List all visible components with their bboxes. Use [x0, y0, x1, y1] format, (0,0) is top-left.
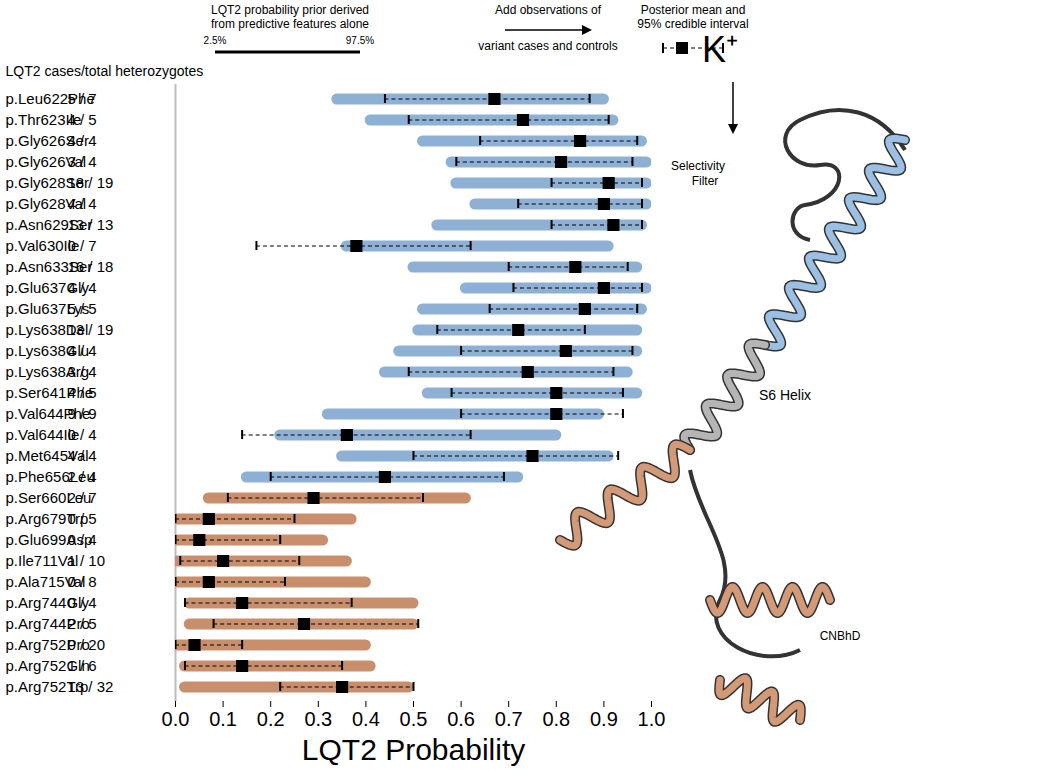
svg-text:1 / 6: 1 / 6: [68, 657, 97, 674]
svg-text:2 / 5: 2 / 5: [68, 615, 97, 632]
svg-text:p.Gly628Val: p.Gly628Val: [5, 194, 87, 212]
svg-text:p.Ser660Leu: p.Ser660Leu: [5, 488, 92, 506]
svg-text:p.Arg752Gln: p.Arg752Gln: [5, 656, 90, 674]
svg-text:0.1: 0.1: [209, 708, 237, 730]
svg-text:p.Leu622Phe: p.Leu622Phe: [5, 89, 95, 107]
svg-text:p.Val644Phe: p.Val644Phe: [5, 404, 91, 422]
svg-text:S6 Helix: S6 Helix: [759, 387, 811, 403]
svg-text:1.0: 1.0: [638, 708, 666, 730]
svg-text:0.3: 0.3: [304, 708, 332, 730]
svg-text:97.5%: 97.5%: [346, 35, 374, 46]
svg-text:LQT2 cases/total heterozygotes: LQT2 cases/total heterozygotes: [6, 63, 204, 79]
svg-text:variant cases and controls: variant cases and controls: [478, 39, 617, 53]
svg-text:p.Phe656Leu: p.Phe656Leu: [5, 467, 95, 485]
svg-text:9 / 9: 9 / 9: [68, 405, 97, 422]
svg-text:p.Asn629Ser: p.Asn629Ser: [5, 215, 93, 233]
svg-text:13 / 19: 13 / 19: [68, 321, 114, 338]
svg-text:2 / 4: 2 / 4: [68, 468, 97, 485]
svg-text:p.Ile711Val: p.Ile711Val: [5, 551, 79, 569]
svg-text:0 / 5: 0 / 5: [68, 510, 97, 527]
svg-text:18 / 19: 18 / 19: [68, 174, 114, 191]
svg-text:95% credible interval: 95% credible interval: [637, 17, 749, 31]
svg-text:0 / 4: 0 / 4: [68, 426, 97, 443]
svg-text:from predictive features alone: from predictive features alone: [211, 17, 369, 31]
svg-text:LQT2 probability prior derived: LQT2 probability prior derived: [211, 3, 369, 17]
svg-text:p.Glu637Lys: p.Glu637Lys: [5, 299, 90, 317]
svg-text:LQT2 Probability: LQT2 Probability: [302, 733, 525, 766]
svg-text:0.7: 0.7: [495, 708, 523, 730]
svg-text:p.Glu637Gly: p.Glu637Gly: [5, 278, 89, 296]
svg-text:0 / 4: 0 / 4: [68, 594, 97, 611]
svg-text:1 / 10: 1 / 10: [68, 552, 106, 569]
svg-text:4 / 4: 4 / 4: [68, 195, 97, 212]
svg-text:p.Asn633Ser: p.Asn633Ser: [5, 257, 93, 275]
svg-text:Selectivity: Selectivity: [671, 159, 725, 173]
svg-text:0 / 20: 0 / 20: [68, 636, 106, 653]
svg-text:Posterior mean and: Posterior mean and: [641, 3, 746, 17]
svg-text:p.Thr623Ile: p.Thr623Ile: [5, 110, 82, 128]
svg-text:3 / 4: 3 / 4: [68, 363, 97, 380]
svg-text:0.5: 0.5: [400, 708, 428, 730]
svg-text:p.Arg752Trp: p.Arg752Trp: [5, 677, 89, 695]
svg-text:p.Val630Ile: p.Val630Ile: [5, 236, 80, 254]
svg-text:p.Lys638Arg: p.Lys638Arg: [5, 362, 90, 380]
svg-text:p.Gly628Ser: p.Gly628Ser: [5, 173, 89, 191]
svg-text:3 / 4: 3 / 4: [68, 153, 97, 170]
svg-text:p.Lys638Glu: p.Lys638Glu: [5, 341, 90, 359]
svg-text:13 / 13: 13 / 13: [68, 216, 114, 233]
svg-text:13 / 32: 13 / 32: [68, 678, 114, 695]
svg-text:0.9: 0.9: [590, 708, 618, 730]
svg-text:16 / 18: 16 / 18: [68, 258, 114, 275]
svg-text:p.Gly626Val: p.Gly626Val: [5, 152, 87, 170]
svg-text:p.Met645Val: p.Met645Val: [5, 446, 89, 464]
svg-text:0.0: 0.0: [162, 708, 190, 730]
svg-text:0 / 7: 0 / 7: [68, 237, 97, 254]
svg-text:4 / 5: 4 / 5: [68, 111, 97, 128]
svg-text:0.4: 0.4: [352, 708, 380, 730]
svg-text:p.Val644Ile: p.Val644Ile: [5, 425, 80, 443]
svg-text:0 / 8: 0 / 8: [68, 573, 97, 590]
svg-text:p.Ser641Phe: p.Ser641Phe: [5, 383, 94, 401]
svg-text:CNBhD: CNBhD: [820, 629, 861, 643]
svg-text:Add observations of: Add observations of: [495, 3, 602, 17]
svg-text:p.Arg752Pro: p.Arg752Pro: [5, 635, 90, 653]
svg-text:p.Arg679Trp: p.Arg679Trp: [5, 509, 89, 527]
svg-text:p.Arg744Gly: p.Arg744Gly: [5, 593, 89, 611]
svg-text:0 / 4: 0 / 4: [68, 531, 97, 548]
svg-text:0.6: 0.6: [447, 708, 475, 730]
svg-text:2 / 7: 2 / 7: [68, 489, 97, 506]
svg-text:4 / 4: 4 / 4: [68, 279, 97, 296]
svg-text:4 / 5: 4 / 5: [68, 384, 97, 401]
svg-text:p.Ala715Val: p.Ala715Val: [5, 572, 86, 590]
svg-text:5 / 7: 5 / 7: [68, 90, 97, 107]
svg-text:5 / 5: 5 / 5: [68, 300, 97, 317]
svg-text:0.8: 0.8: [542, 708, 570, 730]
svg-text:K⁺: K⁺: [702, 29, 738, 70]
svg-text:0.2: 0.2: [257, 708, 285, 730]
svg-text:4 / 4: 4 / 4: [68, 447, 97, 464]
svg-text:p.Arg744Pro: p.Arg744Pro: [5, 614, 90, 632]
svg-text:p.Lys638Del: p.Lys638Del: [5, 320, 89, 338]
svg-text:p.Glu699Asp: p.Glu699Asp: [5, 530, 93, 548]
svg-text:p.Gly626Ser: p.Gly626Ser: [5, 131, 89, 149]
svg-text:4 / 4: 4 / 4: [68, 342, 97, 359]
svg-text:Filter: Filter: [692, 174, 719, 188]
svg-text:2.5%: 2.5%: [204, 35, 227, 46]
svg-text:4 / 4: 4 / 4: [68, 132, 97, 149]
